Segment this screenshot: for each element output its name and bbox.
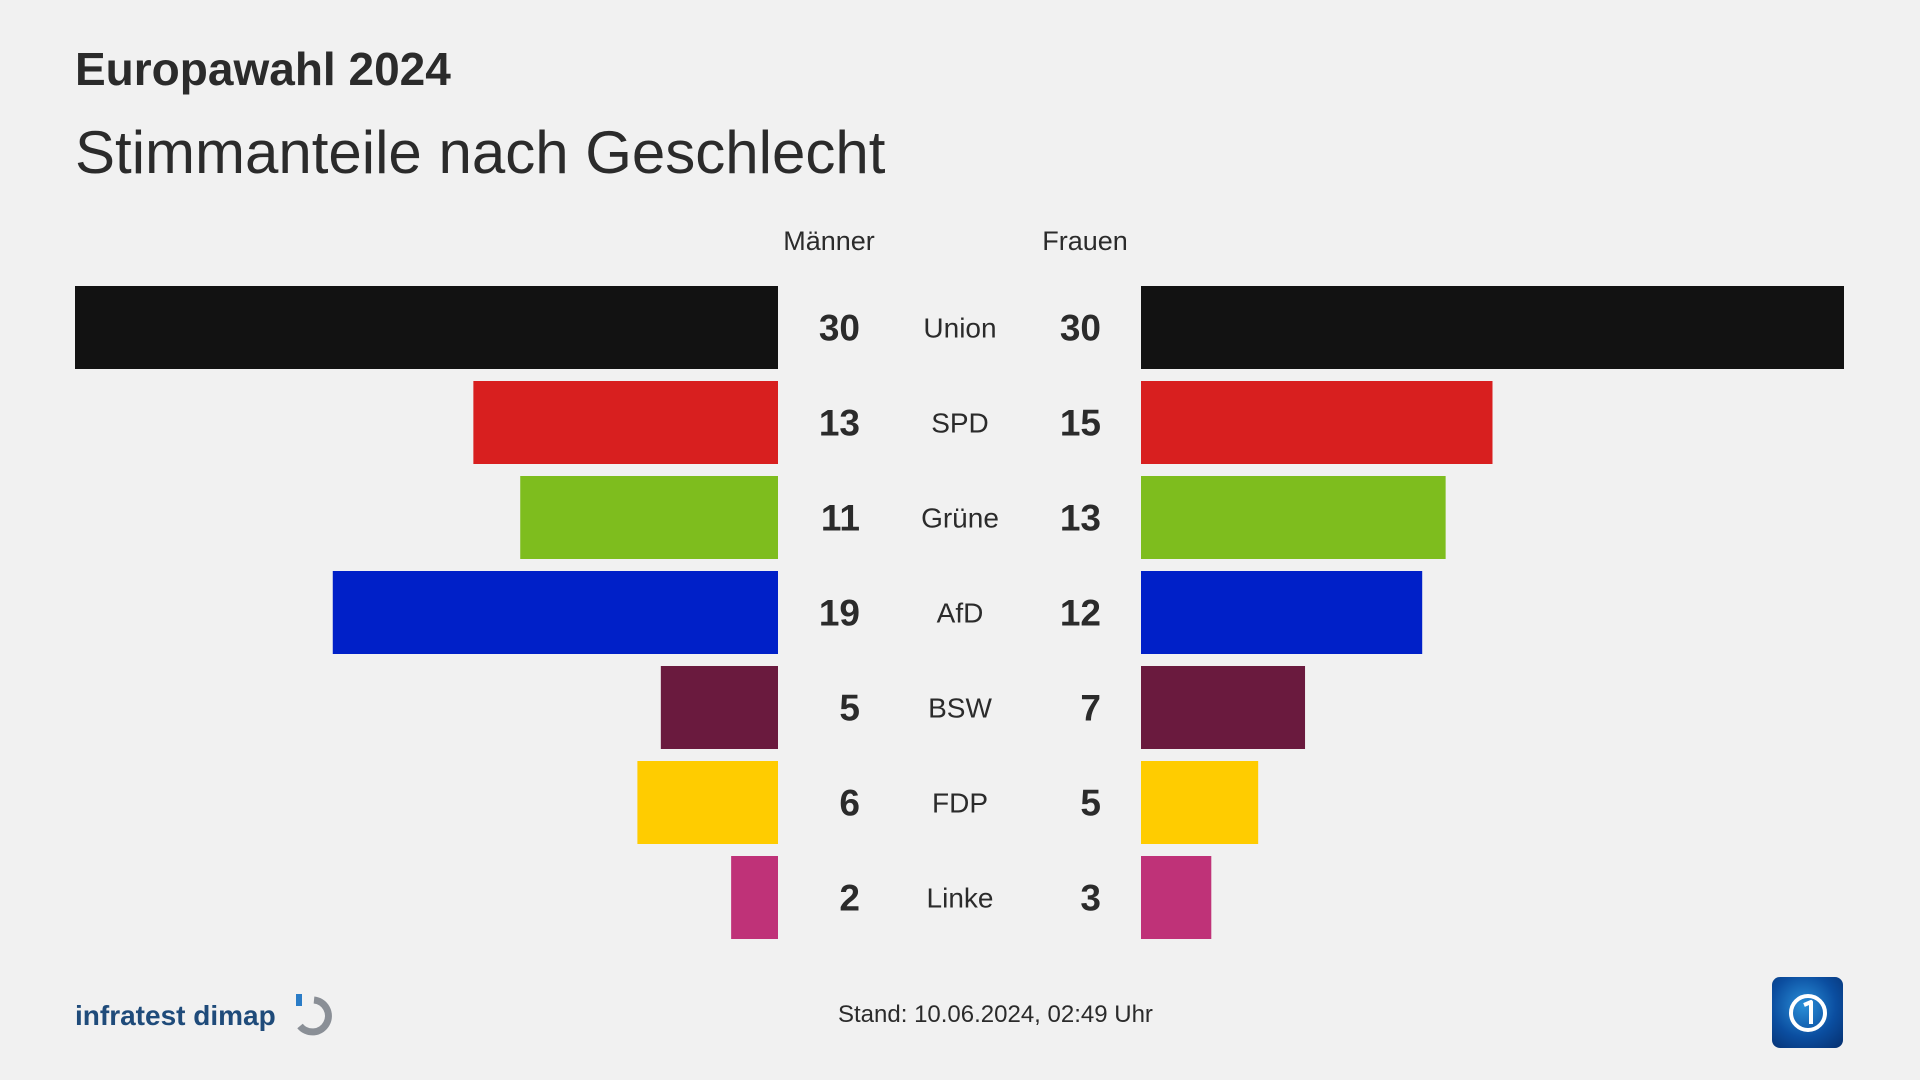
category-label-gr-ne: Grüne: [921, 503, 999, 534]
bar-frauen-bsw: [1141, 666, 1306, 749]
bar-frauen-union: [1141, 286, 1844, 369]
series-label-maenner: Männer: [783, 226, 875, 256]
value-label-maenner-afd: 19: [819, 593, 860, 634]
value-label-frauen-spd: 15: [1060, 403, 1101, 444]
category-label-linke: Linke: [927, 883, 994, 914]
bar-frauen-linke: [1141, 856, 1212, 939]
timestamp: Stand: 10.06.2024, 02:49 Uhr: [838, 1001, 1153, 1029]
series-label-frauen: Frauen: [1042, 226, 1128, 256]
category-label-afd: AfD: [937, 598, 984, 629]
category-label-fdp: FDP: [932, 788, 988, 819]
chart-kicker: Europawahl 2024: [75, 43, 451, 95]
bar-frauen-fdp: [1141, 761, 1259, 844]
bar-frauen-afd: [1141, 571, 1423, 654]
value-label-maenner-bsw: 5: [839, 688, 860, 729]
bar-maenner-afd: [332, 571, 778, 654]
brand-name: infratest dimap: [75, 1000, 276, 1031]
value-label-frauen-linke: 3: [1080, 878, 1101, 919]
bar-maenner-bsw: [660, 666, 778, 749]
value-label-frauen-fdp: 5: [1080, 783, 1101, 824]
bar-maenner-linke: [731, 856, 778, 939]
tagesschau-logo-icon: [1772, 977, 1843, 1048]
category-label-union: Union: [923, 313, 996, 344]
brand-logo-icon: [295, 994, 332, 1036]
value-label-frauen-bsw: 7: [1080, 688, 1101, 729]
value-label-frauen-union: 30: [1060, 308, 1101, 349]
value-label-maenner-gr-ne: 11: [821, 498, 860, 539]
bar-maenner-spd: [473, 381, 778, 464]
category-label-spd: SPD: [931, 408, 989, 439]
value-label-frauen-gr-ne: 13: [1060, 498, 1101, 539]
value-label-maenner-fdp: 6: [839, 783, 860, 824]
value-label-maenner-union: 30: [819, 308, 860, 349]
category-label-bsw: BSW: [928, 693, 992, 724]
brand-block: infratest dimap: [75, 992, 338, 1040]
bar-frauen-spd: [1141, 381, 1493, 464]
bar-maenner-union: [75, 286, 778, 369]
value-label-maenner-spd: 13: [819, 403, 860, 444]
bar-maenner-fdp: [637, 761, 778, 844]
one-logo-icon: [1788, 993, 1827, 1032]
timestamp-label: Stand:: [838, 1001, 908, 1028]
bar-maenner-gr-ne: [520, 476, 778, 559]
timestamp-value: 10.06.2024, 02:49 Uhr: [914, 1001, 1153, 1028]
butterfly-chart: Männer Frauen 30 Union 30 13 SPD 15 11 Grüne 13 19 A…: [75, 226, 1844, 939]
value-label-frauen-afd: 12: [1060, 593, 1101, 634]
chart-title: Stimmanteile nach Geschlecht: [75, 119, 886, 186]
bar-frauen-gr-ne: [1141, 476, 1446, 559]
value-label-maenner-linke: 2: [839, 878, 860, 919]
